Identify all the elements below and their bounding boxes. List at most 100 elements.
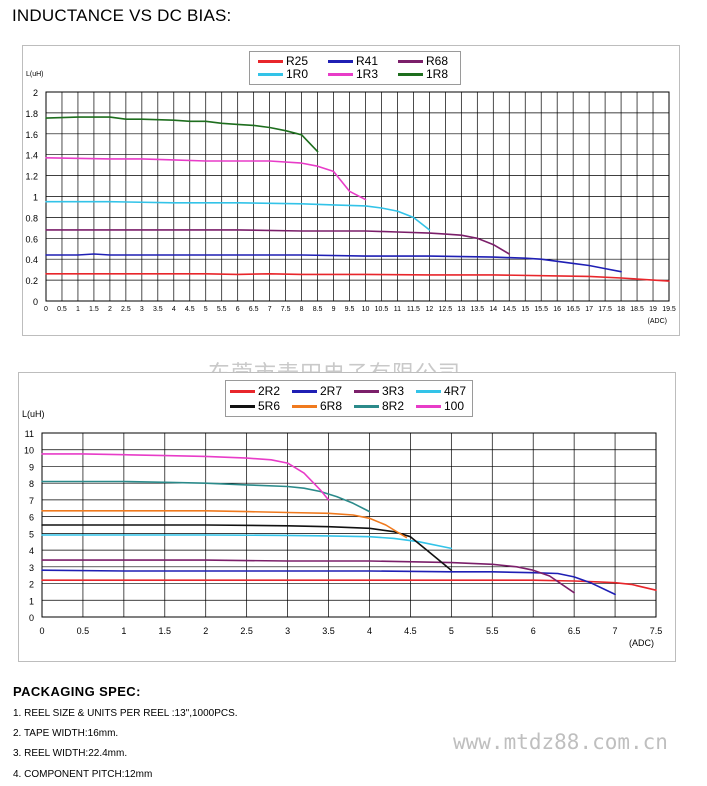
- x-tick-label: 4: [367, 626, 372, 636]
- x-tick-label: 14: [489, 306, 497, 313]
- x-tick-label: 13: [457, 306, 465, 313]
- x-tick-label: 2.5: [121, 306, 131, 313]
- legend-swatch: [416, 390, 441, 394]
- x-tick-label: 0.5: [77, 626, 90, 636]
- legend-item-6r8: 6R8: [292, 399, 342, 413]
- x-tick-label: 0: [44, 306, 48, 313]
- x-tick-label: 5: [204, 306, 208, 313]
- legend-swatch: [328, 73, 353, 77]
- series-line-8r2: [41, 480, 371, 513]
- legend-label: 3R3: [382, 384, 405, 398]
- x-tick-label: 5.5: [486, 626, 499, 636]
- x-tick-label: 9: [332, 306, 336, 313]
- legend-label: 1R0: [286, 67, 309, 81]
- legend-swatch: [230, 390, 255, 394]
- legend-label: 8R2: [382, 399, 405, 413]
- x-tick-label: 6.5: [249, 306, 259, 313]
- x-tick-label: 0.5: [57, 306, 67, 313]
- x-tick-label: 6.5: [568, 626, 581, 636]
- y-tick-label: 4: [29, 546, 34, 556]
- series-line-1r8: [45, 116, 319, 153]
- x-tick-label: 1: [76, 306, 80, 313]
- legend-swatch: [328, 60, 353, 64]
- legend-swatch: [292, 390, 317, 394]
- y-tick-label: 1: [29, 596, 34, 606]
- legend-swatch: [398, 60, 423, 64]
- x-tick-label: 16: [553, 306, 561, 313]
- y-tick-label: 0: [33, 297, 38, 307]
- y-tick-label: 0.4: [25, 255, 38, 265]
- x-tick-label: 1.5: [89, 306, 99, 313]
- packaging-spec-title: PACKAGING SPEC:: [13, 684, 141, 699]
- x-axis-label: (ADC): [629, 638, 654, 648]
- series-line-r25: [45, 273, 670, 282]
- legend-label: 100: [444, 399, 465, 413]
- legend-swatch: [230, 405, 255, 409]
- legend-item-1r3: 1R3: [328, 67, 378, 81]
- y-tick-label: 0: [29, 613, 34, 623]
- y-tick-label: 1.2: [25, 172, 38, 182]
- legend-swatch: [292, 405, 317, 409]
- y-tick-label: 6: [29, 513, 34, 523]
- y-tick-label: 1.8: [25, 109, 38, 119]
- y-tick-label: 9: [29, 462, 34, 472]
- x-tick-label: 5.5: [217, 306, 227, 313]
- series-line-1r0: [45, 200, 431, 231]
- x-tick-label: 8: [300, 306, 304, 313]
- packaging-spec-item: 1. REEL SIZE & UNITS PER REEL :13",1000P…: [13, 708, 238, 719]
- legend-label: R41: [356, 54, 379, 68]
- x-tick-label: 18.5: [630, 306, 644, 313]
- y-tick-label: 2: [29, 580, 34, 590]
- packaging-spec-item: 3. REEL WIDTH:22.4mm.: [13, 748, 128, 759]
- series-line-r41: [45, 253, 622, 273]
- chart-panel-large-inductance: 0 0.5 1 1.5 2 2.5 3 3.5 4 4.5 5 5.5 6 6.5 7 7.5 0 1 2 3 4 5 6 7…: [18, 372, 676, 662]
- x-tick-label: 5: [449, 626, 454, 636]
- legend-label: 1R3: [356, 67, 379, 81]
- x-tick-label: 3: [285, 626, 290, 636]
- y-axis-label: L(uH): [22, 409, 45, 419]
- legend-label: 2R2: [258, 384, 281, 398]
- x-tick-label: 0: [39, 626, 44, 636]
- series-line-4r7: [41, 534, 453, 550]
- series-line-2r2: [41, 579, 657, 591]
- legend-swatch: [354, 390, 379, 394]
- y-tick-label: 3: [29, 563, 34, 573]
- x-tick-label: 3.5: [322, 626, 335, 636]
- x-tick-label: 16.5: [566, 306, 580, 313]
- legend-label: R68: [426, 54, 449, 68]
- x-tick-label: 1: [121, 626, 126, 636]
- x-tick-label: 11: [394, 306, 401, 313]
- x-tick-label: 17.5: [598, 306, 612, 313]
- x-tick-label: 19.5: [662, 306, 676, 313]
- x-tick-label: 14.5: [502, 306, 516, 313]
- legend-item-3r3: 3R3: [354, 384, 404, 398]
- y-tick-label: 0.6: [25, 234, 38, 244]
- legend-swatch: [398, 73, 423, 77]
- x-tick-label: 6: [236, 306, 240, 313]
- series-line-2r7: [41, 569, 616, 596]
- x-tick-label: 7.5: [281, 306, 291, 313]
- x-tick-label: 17: [585, 306, 593, 313]
- x-tick-label: 7: [268, 306, 272, 313]
- x-tick-label: 8.5: [313, 306, 323, 313]
- legend-label: 1R8: [426, 67, 449, 81]
- y-tick-label: 1.4: [25, 151, 38, 161]
- legend-swatch: [258, 73, 283, 77]
- legend-item-1r0: 1R0: [258, 67, 308, 81]
- legend-label: 6R8: [320, 399, 343, 413]
- x-tick-label: 7: [613, 626, 618, 636]
- x-tick-label: 9.5: [345, 306, 355, 313]
- y-tick-label: 7: [29, 496, 34, 506]
- series-line-r68: [45, 229, 511, 255]
- packaging-spec-item: 2. TAPE WIDTH:16mm.: [13, 728, 119, 739]
- x-tick-label: 10.5: [375, 306, 389, 313]
- x-tick-label: 2: [203, 626, 208, 636]
- x-tick-label: 12.5: [439, 306, 453, 313]
- x-tick-label: 7.5: [650, 626, 663, 636]
- x-tick-label: 4: [172, 306, 176, 313]
- plot-frame: [45, 91, 670, 302]
- y-tick-label: 11: [25, 429, 34, 439]
- x-tick-label: 15: [521, 306, 529, 313]
- page-title: INDUCTANCE VS DC BIAS:: [12, 6, 232, 25]
- x-tick-label: 3: [140, 306, 144, 313]
